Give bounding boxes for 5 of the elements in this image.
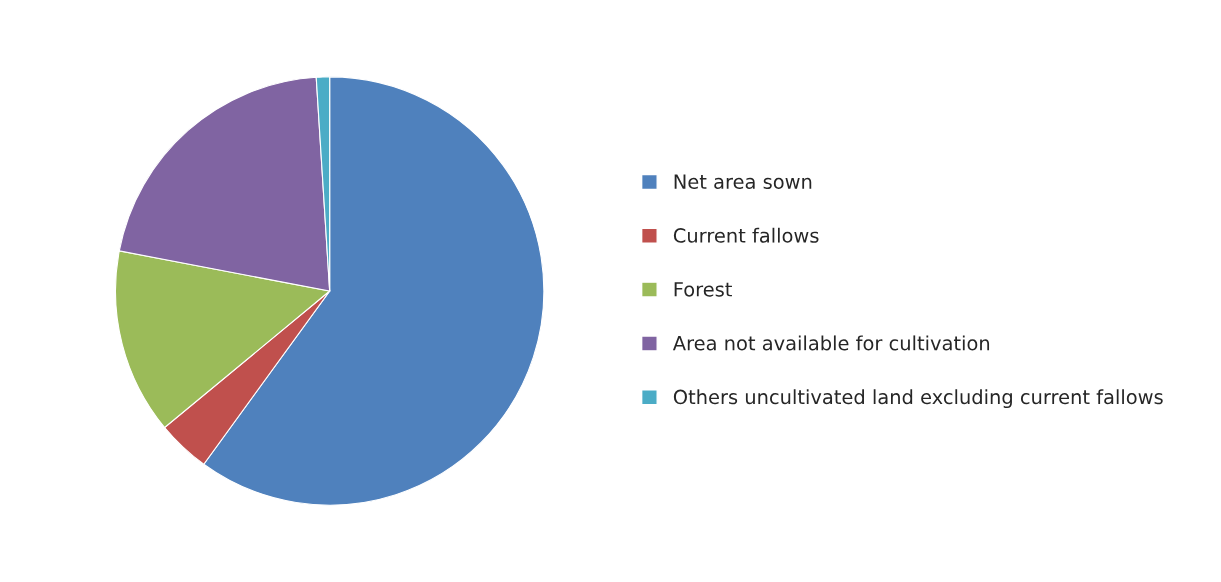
legend-label: Current fallows xyxy=(673,227,819,243)
legend-label: Net area sown xyxy=(674,174,812,189)
legend-label: Others uncultivated land excluding current fallows xyxy=(673,389,1163,409)
legend-label: Forest xyxy=(674,282,732,297)
legend-label: Area not available for cultivation xyxy=(672,335,990,351)
